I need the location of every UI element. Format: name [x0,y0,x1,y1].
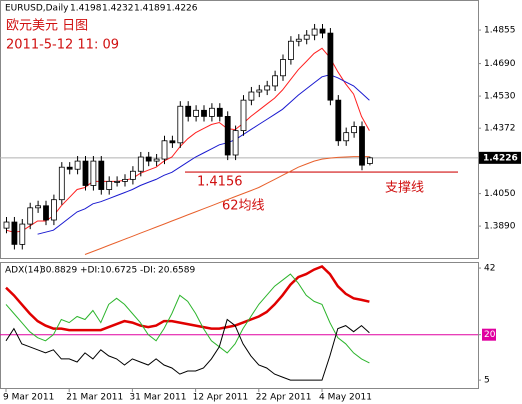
support-value: 1.4156 [197,175,243,190]
y-tick-label: 1.4050 [484,189,516,199]
x-tick-label: 22 Apr 2011 [256,393,312,403]
candle-body [58,166,65,201]
candle-body [201,109,207,117]
candle-body [169,140,176,144]
y-tick-label: 20 [484,330,496,340]
candle-body [240,99,247,132]
y-tick-label: 1.4372 [484,124,516,134]
series-line [5,318,370,381]
candle-body [193,109,200,117]
mdi-label: -DI: [140,266,156,276]
candle-body [19,223,26,245]
adx-panel [0,262,479,389]
candle-body [351,126,358,134]
candle-body [27,207,34,225]
candle-body [248,91,255,101]
candle-body [161,140,168,160]
adx-label: ADX(14) [5,266,43,276]
y-tick-label: 1.4530 [484,92,516,102]
candle-body [90,160,97,186]
y-tick-label: 1.4855 [484,26,516,36]
annotation-ma: 62均线 [222,199,265,214]
series-line [5,273,370,364]
adx-value: 30.8829 [40,266,77,276]
candle-body [264,85,271,91]
candle-body [232,130,239,156]
mdi-value: 20.6589 [158,266,195,276]
candle-body [122,178,128,182]
candle-body [114,181,120,183]
y-tick-label: 42 [484,264,495,274]
annotation-timestamp: 2011-5-12 11: 09 [6,38,119,53]
candle-body [82,160,89,186]
y-tick-label: 5 [484,376,490,386]
candle-body [287,40,294,60]
candle-body [51,199,57,221]
x-tick-label: 9 Mar 2011 [3,393,54,403]
candle-body [359,126,365,166]
candle-body [319,28,326,34]
last-price-label: 1.4226 [483,153,518,163]
ohlc-open: 1.4198 [70,4,102,14]
candle-body [98,160,105,190]
candle-body [129,170,136,180]
candle-body [66,166,73,170]
candle-body [272,75,279,87]
annotation-support: 支撑线 [385,181,424,196]
series-line [5,265,370,332]
x-tick-label: 21 Mar 2011 [66,393,123,403]
ohlc-close: 1.4226 [166,4,198,14]
candle-body [311,28,318,36]
ohlc-low: 1.4189 [134,4,166,14]
candle-body [137,156,144,172]
pdi-label: +DI: [80,266,100,276]
candle-body [177,105,184,144]
candle-body [11,221,18,245]
candle-body [303,34,310,40]
candle-body [295,38,302,42]
x-tick-label: 31 Mar 2011 [129,393,186,403]
pdi-value: 10.6725 [100,266,137,276]
y-tick-label: 1.3890 [484,222,516,232]
candle-body [335,99,342,142]
candle-body [185,105,192,117]
last-price-box [479,151,521,164]
candle-body [74,160,81,170]
candle-body [3,221,10,229]
y-tick-label: 1.4690 [484,59,516,69]
candle-body [343,132,350,142]
candle-body [216,107,223,117]
symbol-label: EURUSD,Daily [5,4,69,14]
ohlc-high: 1.4232 [102,4,134,14]
series-line [5,47,370,233]
candle-body [145,156,152,162]
candle-body [280,59,286,77]
x-tick-label: 4 May 2011 [319,393,372,403]
candle-body [106,181,113,190]
x-tick-label: 12 Apr 2011 [193,393,249,403]
candle-body [224,116,231,156]
candle-body [35,205,41,209]
candle-body [327,32,334,101]
price-panel [0,0,479,259]
level-box [482,328,496,341]
candle-body [153,158,160,162]
series-line [84,156,370,255]
candle-body [43,205,49,221]
candle-body [256,89,263,93]
candle-body [208,107,215,117]
series-line [37,74,370,235]
candle-body [366,157,373,164]
annotation-title: 欧元美元 日图 [6,19,88,34]
